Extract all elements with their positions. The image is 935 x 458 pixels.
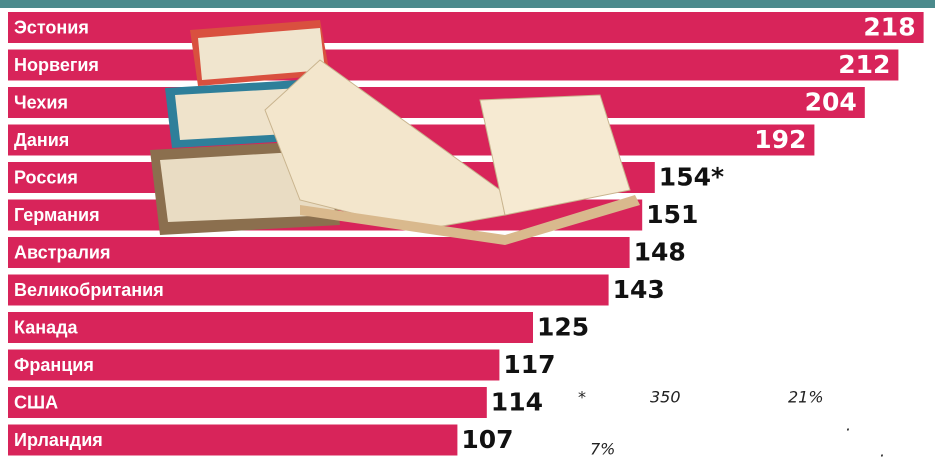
value-label: 204 <box>805 88 857 117</box>
value-label: 192 <box>754 125 806 154</box>
value-label: 151 <box>646 200 698 229</box>
footnote-text: * <box>578 388 586 407</box>
footnote-text: . <box>880 442 885 458</box>
bar <box>8 12 924 43</box>
footnotes: * 350 21% 7%.. <box>578 388 885 458</box>
category-label: Чехия <box>14 92 68 112</box>
value-label: 218 <box>863 13 915 42</box>
value-label: 148 <box>634 238 686 267</box>
value-label: 114 <box>491 388 543 417</box>
top-band <box>0 0 935 8</box>
bar <box>8 312 533 343</box>
category-label: Франция <box>14 355 94 375</box>
bar <box>8 387 487 418</box>
value-label: 154* <box>659 163 724 192</box>
value-label: 107 <box>461 425 513 454</box>
category-label: Австралия <box>14 242 110 262</box>
category-label: Канада <box>14 317 79 337</box>
bar <box>8 87 865 118</box>
category-label: Норвегия <box>14 55 99 75</box>
footnote-text: 7% <box>590 440 615 458</box>
category-label: США <box>14 392 58 412</box>
category-label: Ирландия <box>14 430 103 450</box>
category-label: Германия <box>14 205 100 225</box>
value-label: 212 <box>838 50 890 79</box>
value-label: 117 <box>503 350 555 379</box>
category-label: Эстония <box>14 17 89 37</box>
category-label: Россия <box>14 167 78 187</box>
footnote-text: 21% <box>788 388 824 407</box>
chart: Эстония 218 Норвегия 212 Чехия 204 Дания 192 Рос… <box>0 0 935 458</box>
bar <box>8 50 898 81</box>
value-label: 143 <box>613 275 665 304</box>
footnote-text: 350 <box>650 388 681 407</box>
category-label: Дания <box>14 130 69 150</box>
value-label: 125 <box>537 313 589 342</box>
footnote-text: . <box>846 416 851 435</box>
category-label: Великобритания <box>14 280 164 300</box>
